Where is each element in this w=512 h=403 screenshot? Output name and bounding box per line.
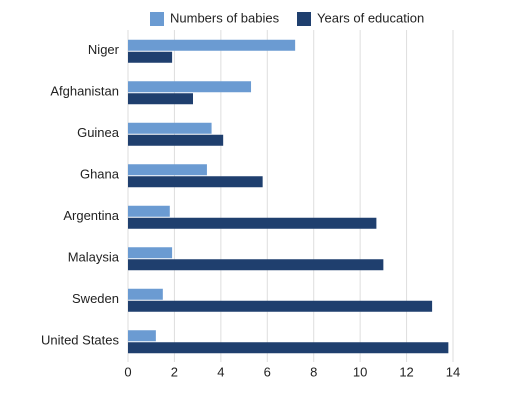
bar [128,122,212,134]
bar [128,81,252,93]
bar [128,288,163,300]
bar [128,217,377,229]
x-tick-label: 6 [264,364,271,379]
x-tick-label: 10 [353,364,367,379]
bar [128,39,296,51]
bar [128,93,193,105]
x-tick-label: 2 [171,364,178,379]
x-tick-label: 0 [124,364,131,379]
y-tick-label: Sweden [72,291,119,306]
x-tick-label: 8 [310,364,317,379]
legend-label: Years of education [317,10,424,25]
legend-swatch [150,12,164,26]
y-tick-label: Guinea [77,125,120,140]
bar [128,247,173,259]
bar [128,51,173,63]
legend-swatch [297,12,311,26]
bar [128,330,156,342]
bar [128,176,263,188]
legend-label: Numbers of babies [170,10,280,25]
bar [128,164,207,176]
bar [128,134,224,146]
y-tick-label: Afghanistan [50,84,119,99]
x-tick-label: 14 [446,364,460,379]
bar [128,205,170,217]
bar [128,259,384,271]
y-tick-label: Malaysia [68,250,120,265]
bar [128,342,449,354]
y-tick-label: United States [41,333,120,348]
y-tick-label: Argentina [63,208,119,223]
x-tick-label: 4 [217,364,224,379]
bar [128,300,433,312]
y-tick-label: Niger [88,42,120,57]
x-tick-label: 12 [399,364,413,379]
y-tick-label: Ghana [80,167,120,182]
